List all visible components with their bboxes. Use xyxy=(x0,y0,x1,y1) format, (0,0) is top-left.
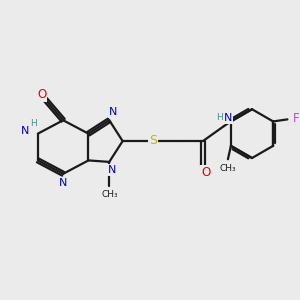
Text: CH₃: CH₃ xyxy=(102,190,118,199)
Text: S: S xyxy=(149,134,157,147)
Text: CH₃: CH₃ xyxy=(220,164,236,172)
Text: F: F xyxy=(293,112,300,125)
Text: N: N xyxy=(109,107,117,117)
Text: N: N xyxy=(107,165,116,175)
Text: O: O xyxy=(37,88,46,100)
Text: N: N xyxy=(224,113,232,123)
Text: O: O xyxy=(201,167,211,179)
Text: H: H xyxy=(30,119,37,128)
Text: N: N xyxy=(21,126,30,136)
Text: N: N xyxy=(59,178,67,188)
Text: H: H xyxy=(216,113,223,122)
